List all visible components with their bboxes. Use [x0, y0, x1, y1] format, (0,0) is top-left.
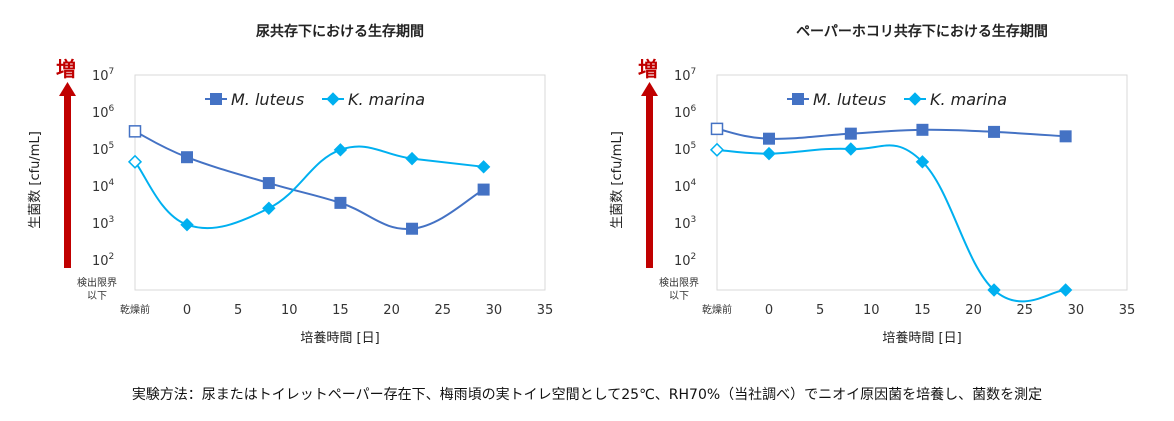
chart-paper-dust-below-detection-label: 検出限界 — [659, 276, 699, 289]
chart-paper-dust-legend-label: K. marina — [930, 90, 1007, 109]
chart-urine-data-point — [333, 143, 348, 157]
chart-urine-y-tick-label: 103 — [92, 215, 114, 232]
chart-paper-dust-data-point — [844, 142, 858, 156]
chart-urine-x-tick-label: 30 — [486, 303, 503, 318]
chart-urine-x-tick-label: 25 — [434, 303, 451, 318]
chart-paper-dust-data-point — [844, 127, 857, 140]
chart-urine-x-tick-label: 20 — [383, 303, 400, 318]
chart-urine-x-tick-label: 35 — [537, 303, 554, 318]
chart-urine-series-line — [134, 130, 485, 230]
chart-urine: 尿共存下における生存期間 107 106 105 104 103 102 検出限界 以下 乾燥前 0… — [0, 0, 580, 370]
chart-paper-dust-increase-arrow-shaft — [646, 95, 653, 268]
chart-paper-dust-y-tick-label: 103 — [674, 215, 696, 232]
chart-paper-dust-y-tick-label: 107 — [674, 67, 696, 84]
chart-urine-legend-label: K. marina — [348, 90, 425, 109]
chart-urine-legend-marker — [326, 92, 340, 106]
chart-urine-legend-marker — [210, 93, 222, 105]
chart-paper-dust-svg: ペーパーホコリ共存下における生存期間107106105104103102検出限界… — [610, 23, 1136, 346]
chart-urine-x-tick-before-drying: 乾燥前 — [120, 303, 150, 316]
chart-urine-below-detection-label-2: 以下 — [87, 291, 107, 302]
chart-urine-point-before-drying — [127, 154, 143, 169]
chart-urine-x-tick-label: 0 — [183, 303, 191, 318]
chart-paper-dust-x-tick-label: 25 — [1016, 303, 1033, 318]
chart-paper-dust-x-tick-before-drying: 乾燥前 — [702, 303, 732, 316]
chart-paper-dust-increase-label: 増 — [638, 57, 658, 81]
chart-urine-increase-arrow-shaft — [64, 95, 71, 268]
chart-urine-y-axis-label: 生菌数 [cfu/mL] — [28, 131, 43, 229]
chart-urine-x-tick-label: 10 — [281, 303, 298, 318]
chart-paper-dust-below-detection-label-2: 以下 — [669, 291, 689, 302]
chart-paper-dust-data-point — [987, 283, 1001, 297]
chart-paper-dust-point-before-drying — [710, 122, 724, 136]
chart-urine-y-tick-label: 106 — [92, 104, 115, 121]
chart-urine-data-point — [405, 151, 419, 166]
chart-paper-dust-legend-marker — [908, 92, 922, 106]
chart-urine-data-point — [406, 222, 419, 235]
chart-paper-dust-y-tick-label: 104 — [674, 178, 697, 195]
chart-paper-dust-series-line — [716, 144, 1066, 303]
chart-paper-dust-data-point — [915, 155, 930, 169]
chart-paper-dust-title: ペーパーホコリ共存下における生存期間 — [796, 23, 1048, 40]
chart-urine-x-tick-label: 15 — [332, 303, 349, 318]
chart-paper-dust-y-tick-label: 106 — [674, 104, 697, 121]
chart-urine-data-point — [334, 196, 347, 209]
chart-paper-dust-legend-marker — [792, 93, 804, 105]
method-caption: 実験方法：尿またはトイレットペーパー存在下、梅雨頃の実トイレ空間として25℃、R… — [131, 387, 1043, 403]
chart-urine-data-point — [262, 201, 276, 215]
chart-paper-dust-x-tick-label: 5 — [816, 303, 824, 318]
chart-urine-data-point — [262, 177, 275, 190]
chart-paper-dust-x-tick-label: 0 — [765, 303, 773, 318]
chart-paper-dust-legend-label: M. luteus — [813, 90, 886, 109]
chart-paper-dust-x-tick-label: 35 — [1119, 303, 1136, 318]
chart-urine-legend-label: M. luteus — [231, 90, 304, 109]
chart-urine-x-axis-label: 培養時間 [日] — [300, 330, 379, 346]
chart-paper-dust-x-tick-label: 10 — [863, 303, 880, 318]
chart-paper-dust-point-before-drying — [709, 142, 725, 157]
chart-paper-dust-data-point — [763, 132, 775, 145]
chart-paper-dust-x-axis-label: 培養時間 [日] — [882, 330, 961, 346]
chart-urine-data-point — [181, 151, 193, 164]
chart-urine-y-tick-label: 105 — [92, 141, 114, 158]
chart-urine-increase-arrow-head — [59, 82, 76, 96]
chart-paper-dust-x-tick-label: 15 — [914, 303, 931, 318]
chart-paper-dust-data-point — [1058, 283, 1073, 297]
chart-urine-y-tick-label: 102 — [92, 252, 114, 269]
chart-paper-dust-data-point — [762, 146, 776, 161]
chart-paper-dust-increase-arrow-head — [641, 82, 658, 96]
chart-paper-dust-data-point — [916, 123, 929, 136]
chart-urine-y-tick-label: 107 — [92, 67, 114, 84]
chart-paper-dust-y-axis-label: 生菌数 [cfu/mL] — [610, 131, 625, 229]
chart-paper-dust-plot-frame — [716, 74, 1128, 291]
chart-urine-y-tick-label: 104 — [92, 178, 115, 195]
chart-paper-dust-y-tick-label: 102 — [674, 252, 696, 269]
chart-paper-dust-data-point — [988, 125, 1001, 138]
chart-paper-dust-x-tick-label: 30 — [1068, 303, 1085, 318]
chart-urine-data-point — [180, 217, 194, 232]
chart-urine-data-point — [477, 183, 490, 196]
chart-urine-plot-frame — [134, 74, 546, 291]
chart-urine-increase-label: 増 — [56, 57, 76, 81]
chart-paper-dust-x-tick-label: 20 — [965, 303, 982, 318]
chart-paper-dust-y-tick-label: 105 — [674, 141, 696, 158]
chart-urine-data-point — [476, 160, 491, 174]
chart-urine-point-before-drying — [128, 125, 142, 138]
chart-paper-dust-data-point — [1059, 130, 1072, 143]
chart-urine-title: 尿共存下における生存期間 — [256, 23, 424, 40]
chart-paper-dust: ペーパーホコリ共存下における生存期間 107 106 105 104 103 102 検出限界… — [582, 0, 1162, 370]
chart-urine-x-tick-label: 5 — [234, 303, 242, 318]
chart-urine-below-detection-label: 検出限界 — [77, 276, 117, 289]
